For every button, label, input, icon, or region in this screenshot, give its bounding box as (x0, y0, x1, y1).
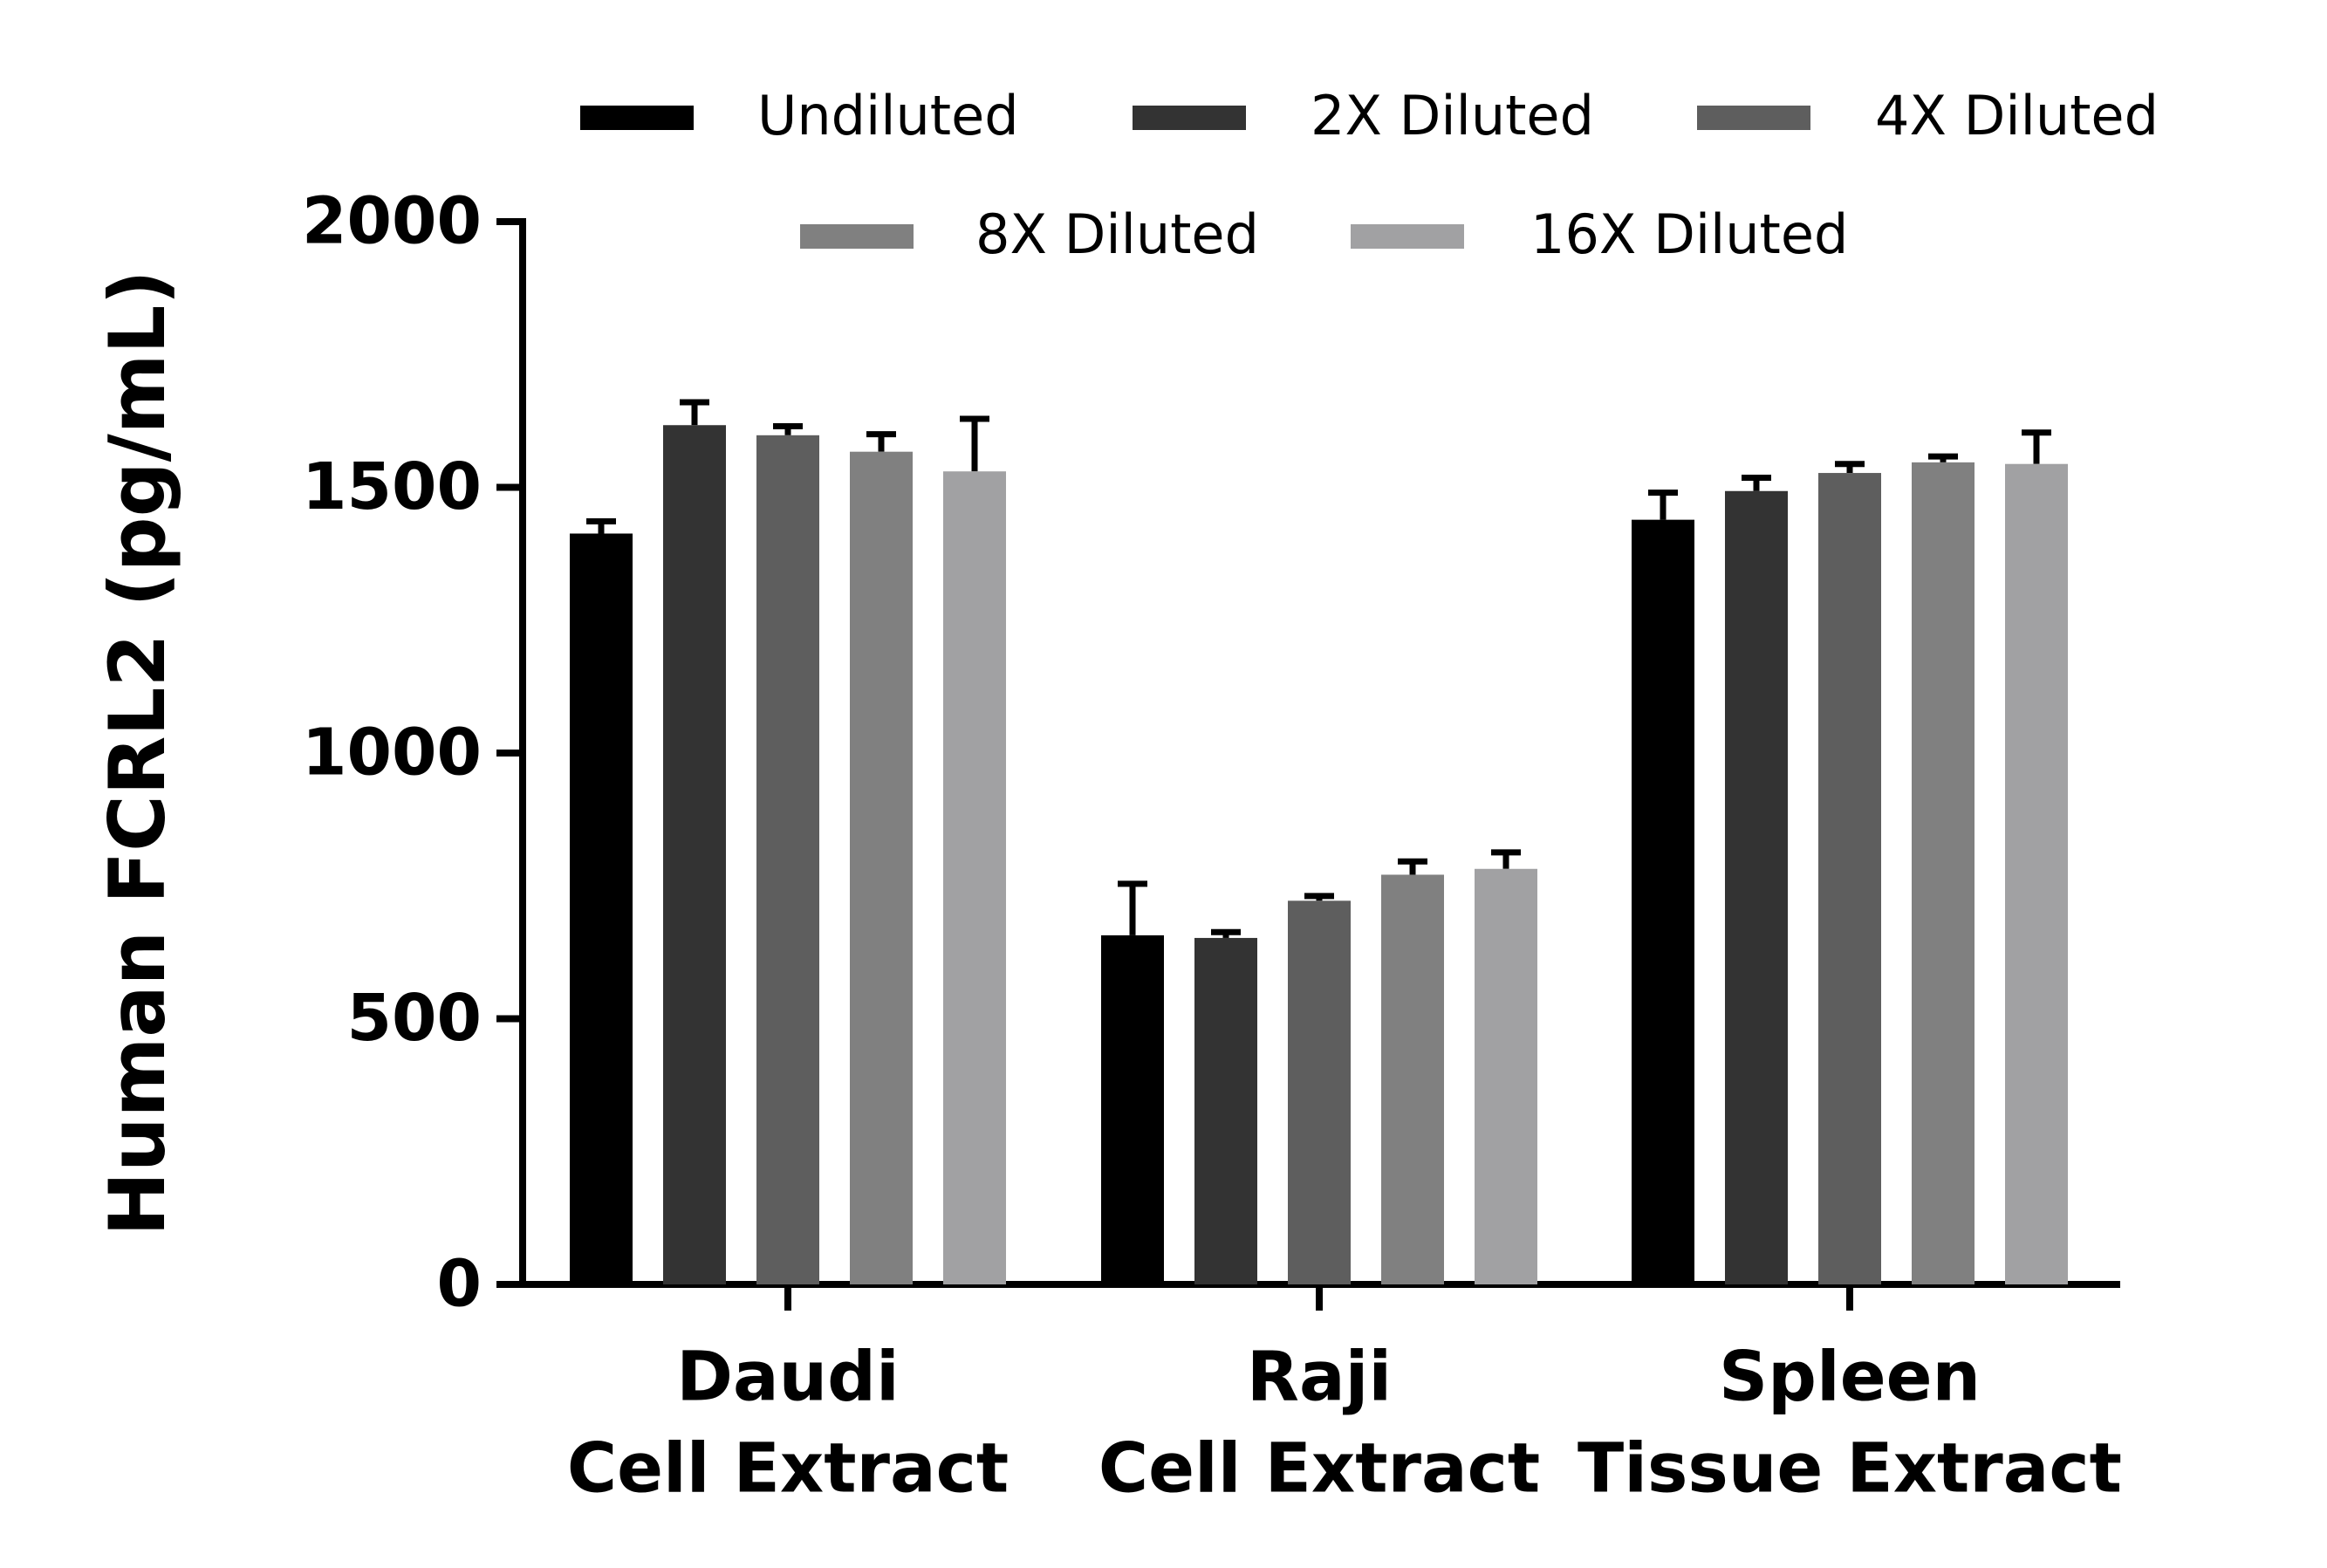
legend-label: 8X Diluted (975, 202, 1259, 266)
x-tick-label: Raji (1247, 1338, 1392, 1416)
y-tick-label: 500 (347, 981, 482, 1056)
legend-swatch (1697, 106, 1810, 130)
bar (1381, 874, 1444, 1284)
legend-label: Undiluted (757, 84, 1019, 147)
legend-swatch (580, 106, 694, 130)
bar (1194, 937, 1257, 1284)
bar (570, 533, 633, 1284)
bar (663, 425, 726, 1284)
x-tick-label: Cell Extract (1098, 1429, 1540, 1508)
y-axis-label: Human FCRL2 (pg/mL) (92, 270, 182, 1236)
x-tick-label: Spleen (1719, 1338, 1981, 1416)
legend-label: 4X Diluted (1875, 84, 2159, 147)
bar (756, 435, 819, 1284)
bar (1912, 462, 1975, 1284)
y-tick-label: 0 (437, 1247, 483, 1322)
y-tick-label: 1000 (302, 716, 482, 791)
legend-label: 16X Diluted (1530, 202, 1848, 266)
y-tick-label: 2000 (302, 184, 482, 259)
x-tick-label: Cell Extract (567, 1429, 1009, 1508)
bar (1725, 490, 1788, 1284)
x-tick-label: Tissue Extract (1578, 1429, 2122, 1508)
bar (2005, 463, 2068, 1284)
y-tick-label: 1500 (302, 449, 482, 524)
legend-swatch (1351, 224, 1464, 249)
legend-swatch (1133, 106, 1246, 130)
bar (850, 451, 913, 1284)
legend-label: 2X Diluted (1311, 84, 1594, 147)
bar (1632, 519, 1694, 1284)
legend-swatch (800, 224, 914, 249)
bar (1818, 473, 1881, 1284)
bar (1288, 900, 1351, 1284)
bar (943, 471, 1006, 1284)
bar (1101, 935, 1164, 1284)
x-tick-label: Daudi (676, 1338, 899, 1416)
bar (1475, 868, 1537, 1284)
